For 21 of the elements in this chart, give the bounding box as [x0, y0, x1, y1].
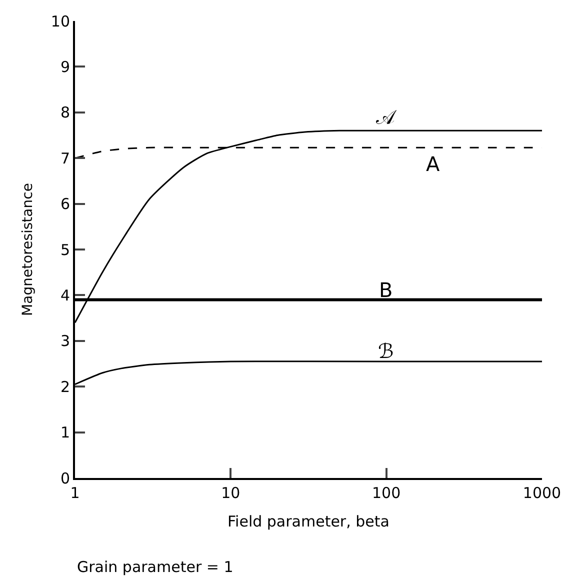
x-tick-label: 1000 — [522, 484, 562, 502]
x-axis-title: Field parameter, beta — [228, 512, 390, 530]
y-tick-label: 1 — [60, 424, 70, 442]
x-tick-label: 10 — [221, 484, 240, 502]
y-tick-label: 10 — [50, 12, 70, 30]
series-label: B — [379, 278, 393, 302]
text: Grain parameter = 1 — [77, 558, 234, 576]
series-label: A — [426, 152, 440, 176]
series-label: ℬ — [378, 339, 394, 363]
y-tick-label: 9 — [60, 58, 70, 76]
y-tick-label: 2 — [60, 378, 70, 396]
y-tick-label: 4 — [60, 286, 70, 304]
y-tick-label: 0 — [60, 469, 70, 488]
x-tick-label: 100 — [372, 484, 401, 502]
y-tick-label: 6 — [60, 195, 70, 214]
y-tick-label: 5 — [60, 240, 70, 259]
y-tick-label: 3 — [60, 332, 70, 350]
series-label: 𝒜 — [376, 105, 397, 129]
y-tick-label: 8 — [60, 104, 70, 122]
y-tick-label: 7 — [60, 149, 70, 168]
y-axis-title: Magnetoresistance — [20, 183, 36, 316]
